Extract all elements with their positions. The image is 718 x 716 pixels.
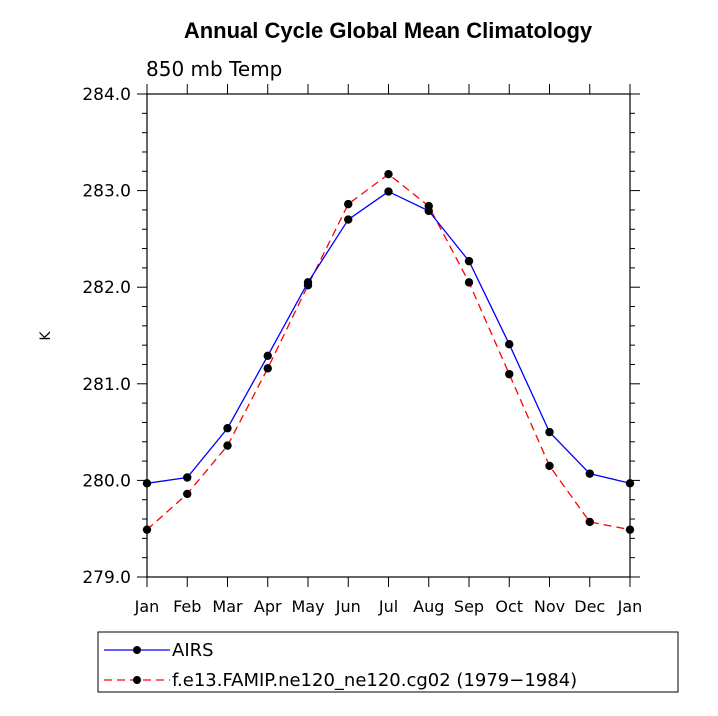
x-tick-label: Dec <box>574 597 605 616</box>
chart-title: Annual Cycle Global Mean Climatology <box>184 18 593 43</box>
x-tick-labels: Jan Feb Mar Apr May Jun Jul Aug Sep Oct Nov Dec Jan <box>134 597 643 616</box>
data-point <box>344 199 353 209</box>
data-point <box>505 339 514 349</box>
data-point <box>344 215 353 224</box>
x-tick-label: Mar <box>212 597 243 616</box>
y-tick-label: 280.0 <box>82 471 131 491</box>
y-axis-label: K <box>38 331 54 341</box>
y-tick-labels: 279.0 280.0 281.0 282.0 283.0 284.0 <box>82 85 131 588</box>
series-line <box>146 190 631 484</box>
data-point <box>545 427 554 437</box>
data-point <box>223 441 232 450</box>
data-point <box>384 169 393 179</box>
y-tick-label: 282.0 <box>82 278 131 298</box>
plot-border <box>146 93 631 578</box>
legend-label-model: f.e13.FAMIP.ne120_ne120.cg02 (1979−1984) <box>172 670 577 691</box>
x-tick-label: Sep <box>454 597 484 616</box>
legend-label-airs: AIRS <box>172 640 214 661</box>
data-point <box>303 278 313 287</box>
x-tick-label: Jan <box>134 597 160 616</box>
x-tick-label: Feb <box>173 597 201 616</box>
data-point <box>263 351 272 360</box>
data-point <box>183 473 192 482</box>
y-tick-label: 279.0 <box>82 568 131 588</box>
data-point <box>464 278 474 287</box>
series-1 <box>142 169 635 534</box>
legend-marker-model <box>133 676 141 684</box>
y-tick-label: 281.0 <box>82 375 131 395</box>
y-tick-label: 283.0 <box>82 182 131 202</box>
data-point <box>585 517 594 527</box>
data-point <box>545 461 554 471</box>
x-tick-label: Jul <box>378 597 398 616</box>
data-point <box>585 469 594 478</box>
data-point <box>625 479 635 488</box>
x-tick-label: Apr <box>254 597 282 616</box>
x-tick-label: Nov <box>534 597 565 616</box>
legend-box <box>97 631 679 693</box>
data-point <box>183 489 192 499</box>
axis-ticks <box>137 84 640 587</box>
data-point <box>263 364 272 373</box>
chart-subtitle: 850 mb Temp <box>146 57 282 81</box>
y-tick-label: 284.0 <box>82 85 131 105</box>
data-point <box>223 424 232 433</box>
plot-frame <box>146 93 631 578</box>
x-tick-label: Jan <box>617 597 643 616</box>
data-point <box>625 525 635 534</box>
legend: AIRS f.e13.FAMIP.ne120_ne120.cg02 (1979−… <box>97 631 679 693</box>
data-point <box>384 187 393 196</box>
data-point <box>505 369 514 379</box>
legend-marker-airs <box>133 646 141 654</box>
data-point <box>424 206 433 216</box>
data-point <box>464 256 474 266</box>
series-0 <box>142 187 635 488</box>
series-line <box>146 173 631 531</box>
x-tick-label: May <box>291 597 324 616</box>
x-tick-label: Jun <box>335 597 361 616</box>
data-point <box>142 479 152 488</box>
x-tick-label: Aug <box>413 597 444 616</box>
series-layer <box>142 169 635 534</box>
x-tick-label: Oct <box>495 597 523 616</box>
data-point <box>142 525 152 534</box>
